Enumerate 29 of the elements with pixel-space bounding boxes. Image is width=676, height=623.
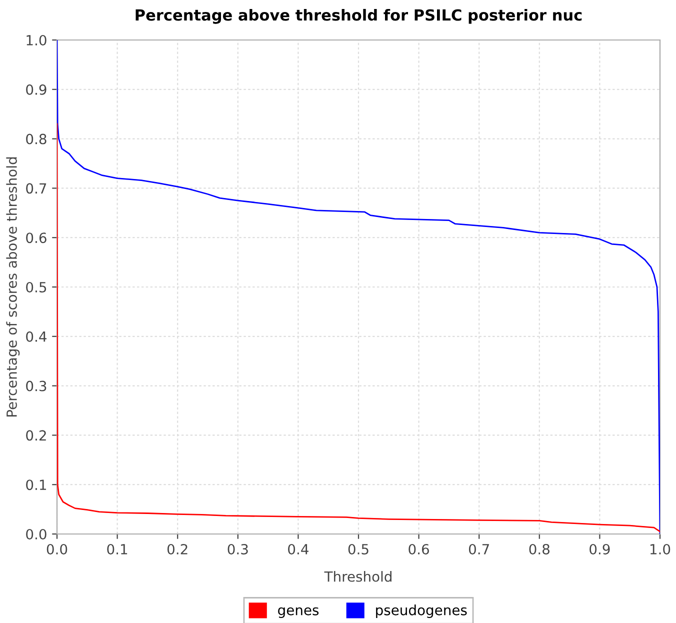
y-tick-label: 0.7 <box>26 183 46 194</box>
y-tick-label: 0.5 <box>26 282 46 292</box>
y-tick-label: 0.0 <box>26 528 46 540</box>
y-tick-label: 0.9 <box>26 84 46 95</box>
x-tick-label: 1.0 <box>650 544 670 554</box>
x-tick-label: 0.6 <box>408 544 429 554</box>
x-tick-label: 0.8 <box>529 544 550 554</box>
y-tick-label: 0.1 <box>26 480 46 490</box>
y-tick-label: 0.3 <box>26 380 46 392</box>
x-tick-label: 0.3 <box>228 544 248 554</box>
x-tick-label: 0.4 <box>288 544 308 554</box>
y-tick-label: 0.2 <box>26 430 46 441</box>
legend-label: genes <box>278 607 319 618</box>
y-tick-label: 0.4 <box>26 331 46 342</box>
y-tick-label: 0.6 <box>26 232 46 244</box>
x-tick-label: 0.9 <box>590 544 610 554</box>
x-tick-label: 0.5 <box>348 544 368 554</box>
line-series <box>57 40 660 534</box>
chart-title: Percentage above threshold for PSILC posterior nuc <box>136 8 582 24</box>
x-tick-label: 0.1 <box>107 544 128 554</box>
y-axis-title: Percentage of scores above threshold <box>6 157 20 416</box>
y-tick-label: 1.0 <box>26 34 46 46</box>
x-tick-label: 0.2 <box>167 544 188 554</box>
x-tick-label: 0.0 <box>46 544 68 554</box>
legend-label: pseudogenes <box>376 604 467 618</box>
line-series <box>57 123 660 532</box>
x-axis-title: Threshold <box>324 571 392 582</box>
x-tick-label: 0.7 <box>468 544 489 554</box>
y-tick-label: 0.8 <box>26 134 46 144</box>
